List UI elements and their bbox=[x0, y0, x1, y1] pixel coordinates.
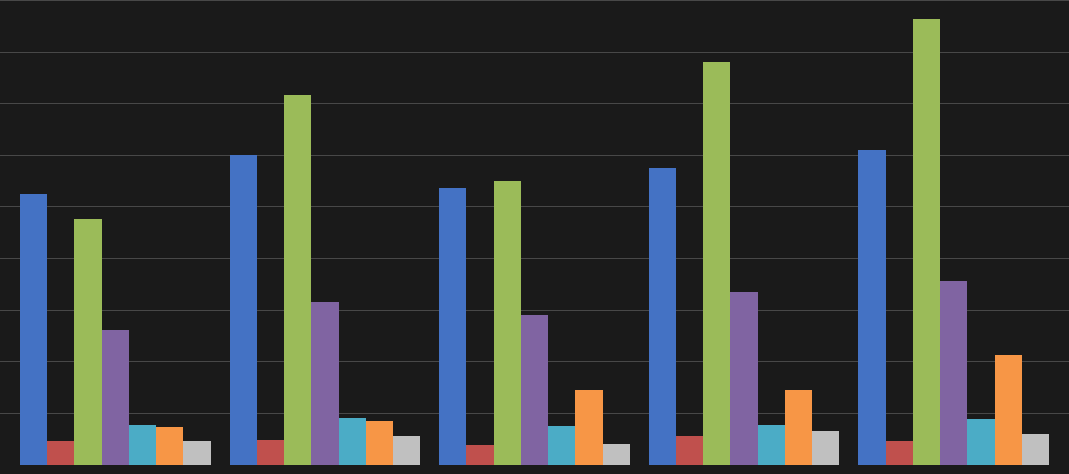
Bar bbox=[494, 181, 521, 465]
Bar bbox=[466, 445, 494, 465]
Bar bbox=[603, 444, 630, 465]
Bar bbox=[1022, 434, 1049, 465]
Bar bbox=[184, 441, 211, 465]
Bar bbox=[257, 440, 284, 465]
Bar bbox=[129, 425, 156, 465]
Bar bbox=[885, 441, 913, 465]
Bar bbox=[812, 431, 839, 465]
Bar bbox=[703, 62, 730, 465]
Bar bbox=[548, 426, 575, 465]
Bar bbox=[785, 390, 812, 465]
Bar bbox=[858, 150, 885, 465]
Bar bbox=[940, 281, 967, 465]
Bar bbox=[393, 436, 420, 465]
Bar bbox=[366, 420, 393, 465]
Bar bbox=[730, 292, 758, 465]
Bar bbox=[284, 95, 311, 465]
Bar bbox=[339, 418, 366, 465]
Bar bbox=[649, 168, 676, 465]
Bar bbox=[156, 427, 184, 465]
Bar bbox=[439, 188, 466, 465]
Bar bbox=[20, 193, 47, 465]
Bar bbox=[102, 330, 129, 465]
Bar bbox=[47, 441, 75, 465]
Bar bbox=[994, 355, 1022, 465]
Bar bbox=[521, 315, 548, 465]
Bar bbox=[575, 390, 603, 465]
Bar bbox=[758, 425, 785, 465]
Bar bbox=[311, 302, 339, 465]
Bar bbox=[676, 436, 703, 465]
Bar bbox=[967, 419, 994, 465]
Bar bbox=[75, 219, 102, 465]
Bar bbox=[230, 155, 257, 465]
Bar bbox=[913, 19, 940, 465]
